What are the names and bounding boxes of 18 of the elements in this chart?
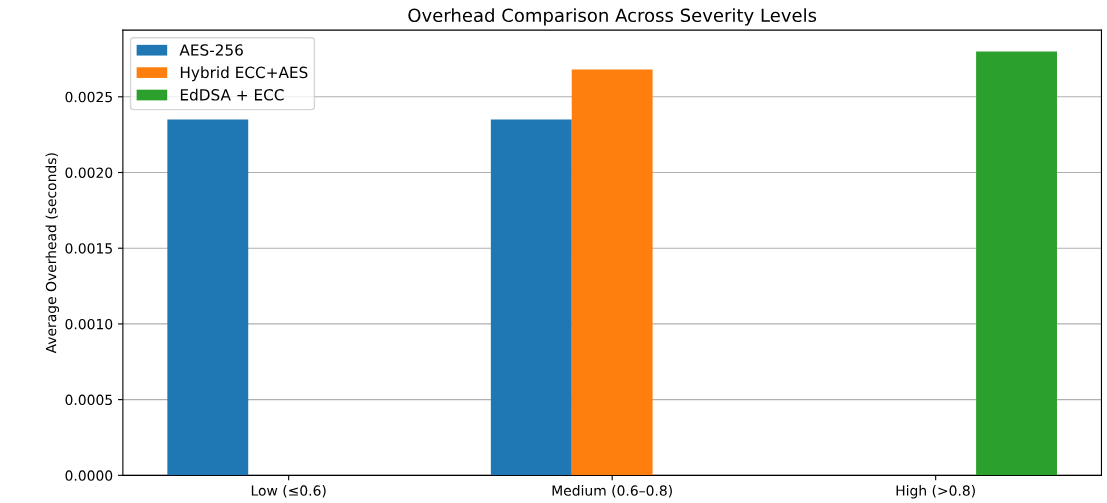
legend-label: Hybrid ECC+AES bbox=[180, 66, 308, 82]
y-tick-label: 0.0025 bbox=[65, 91, 112, 103]
y-tick-label: 0.0020 bbox=[65, 167, 113, 178]
bar bbox=[167, 119, 249, 476]
legend-label: AES-256 bbox=[179, 44, 243, 56]
y-tick-label: 0.0010 bbox=[65, 318, 113, 330]
bar bbox=[976, 51, 1057, 476]
x-tick-label: High (>0.8) bbox=[896, 485, 975, 499]
y-tick-label: 0.0015 bbox=[65, 243, 112, 254]
y-axis-title: Average Overhead (seconds) bbox=[45, 153, 59, 354]
y-tick-label: 0.0000 bbox=[65, 470, 113, 481]
chart-title: Overhead Comparison Across Severity Levels bbox=[408, 8, 817, 26]
legend-label: EdDSA + ECC bbox=[180, 88, 284, 101]
bar bbox=[571, 69, 653, 476]
x-tick-label: Medium (0.6–0.8) bbox=[552, 485, 672, 498]
bar bbox=[490, 119, 572, 476]
x-tick-label: Low (≤0.6) bbox=[251, 485, 326, 498]
y-tick-label: 0.0005 bbox=[65, 394, 112, 406]
